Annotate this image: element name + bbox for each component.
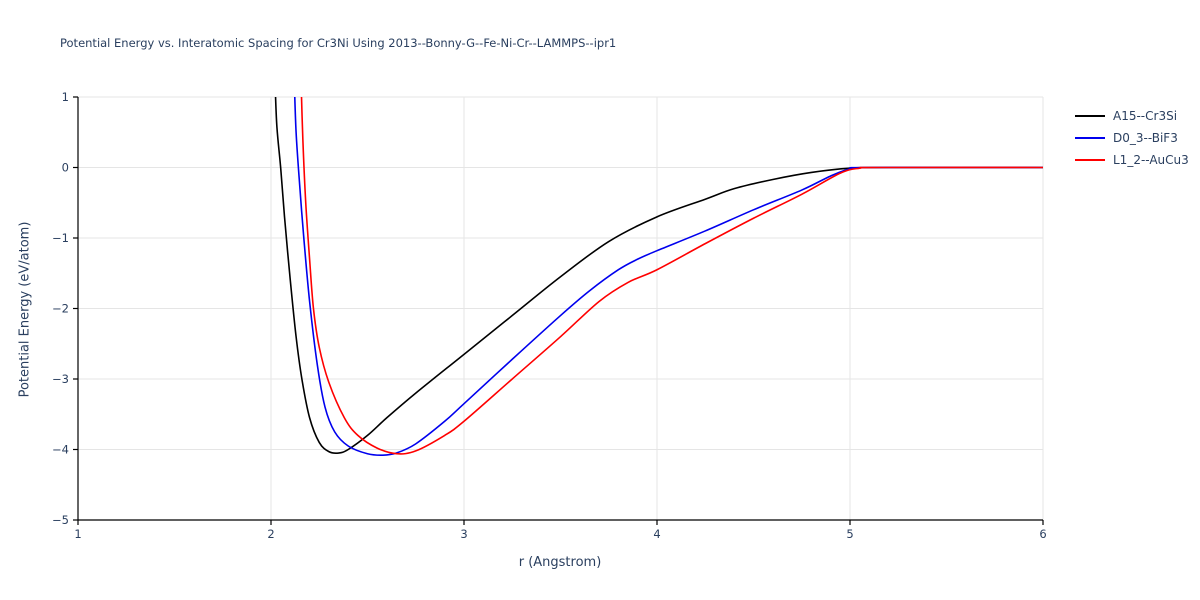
curve-l1-2-aucu3 <box>300 97 1043 455</box>
legend: A15--Cr3Si D0_3--BiF3 L1_2--AuCu3 <box>1075 105 1189 171</box>
x-axis-label: r (Angstrom) <box>518 555 602 570</box>
axes <box>73 96 1044 525</box>
x-tick-label: 3 <box>460 527 467 541</box>
x-tick-label: 4 <box>653 527 660 541</box>
x-tick-label: 1 <box>74 527 81 541</box>
y-tick-label: −4 <box>52 443 69 457</box>
legend-line-swatch <box>1075 137 1105 139</box>
legend-label: L1_2--AuCu3 <box>1113 153 1189 167</box>
y-tick-label: −1 <box>52 231 69 245</box>
x-tick-label: 5 <box>846 527 853 541</box>
x-tick-label: 6 <box>1039 527 1046 541</box>
chart-title: Potential Energy vs. Interatomic Spacing… <box>60 36 617 50</box>
y-tick-label: 0 <box>62 161 69 175</box>
legend-entry: D0_3--BiF3 <box>1075 127 1189 149</box>
tick-labels: 1 2 3 4 5 6 1 0 −1 −2 −3 −4 −5 <box>52 90 1047 541</box>
y-tick-label: 1 <box>62 90 69 104</box>
y-tick-label: −2 <box>52 302 69 316</box>
grid-lines <box>77 96 1044 521</box>
y-tick-label: −5 <box>52 513 69 527</box>
y-tick-label: −3 <box>52 372 69 386</box>
legend-entry: A15--Cr3Si <box>1075 105 1189 127</box>
curve-a15-cr3si <box>274 97 1043 455</box>
curve-d0-3-bif3 <box>293 97 1043 456</box>
legend-label: D0_3--BiF3 <box>1113 131 1178 145</box>
y-axis-label: Potential Energy (eV/atom) <box>17 221 33 398</box>
legend-line-swatch <box>1075 159 1105 161</box>
legend-label: A15--Cr3Si <box>1113 109 1178 123</box>
legend-line-swatch <box>1075 115 1105 117</box>
legend-entry: L1_2--AuCu3 <box>1075 149 1189 171</box>
x-tick-label: 2 <box>267 527 274 541</box>
curves <box>274 97 1043 456</box>
